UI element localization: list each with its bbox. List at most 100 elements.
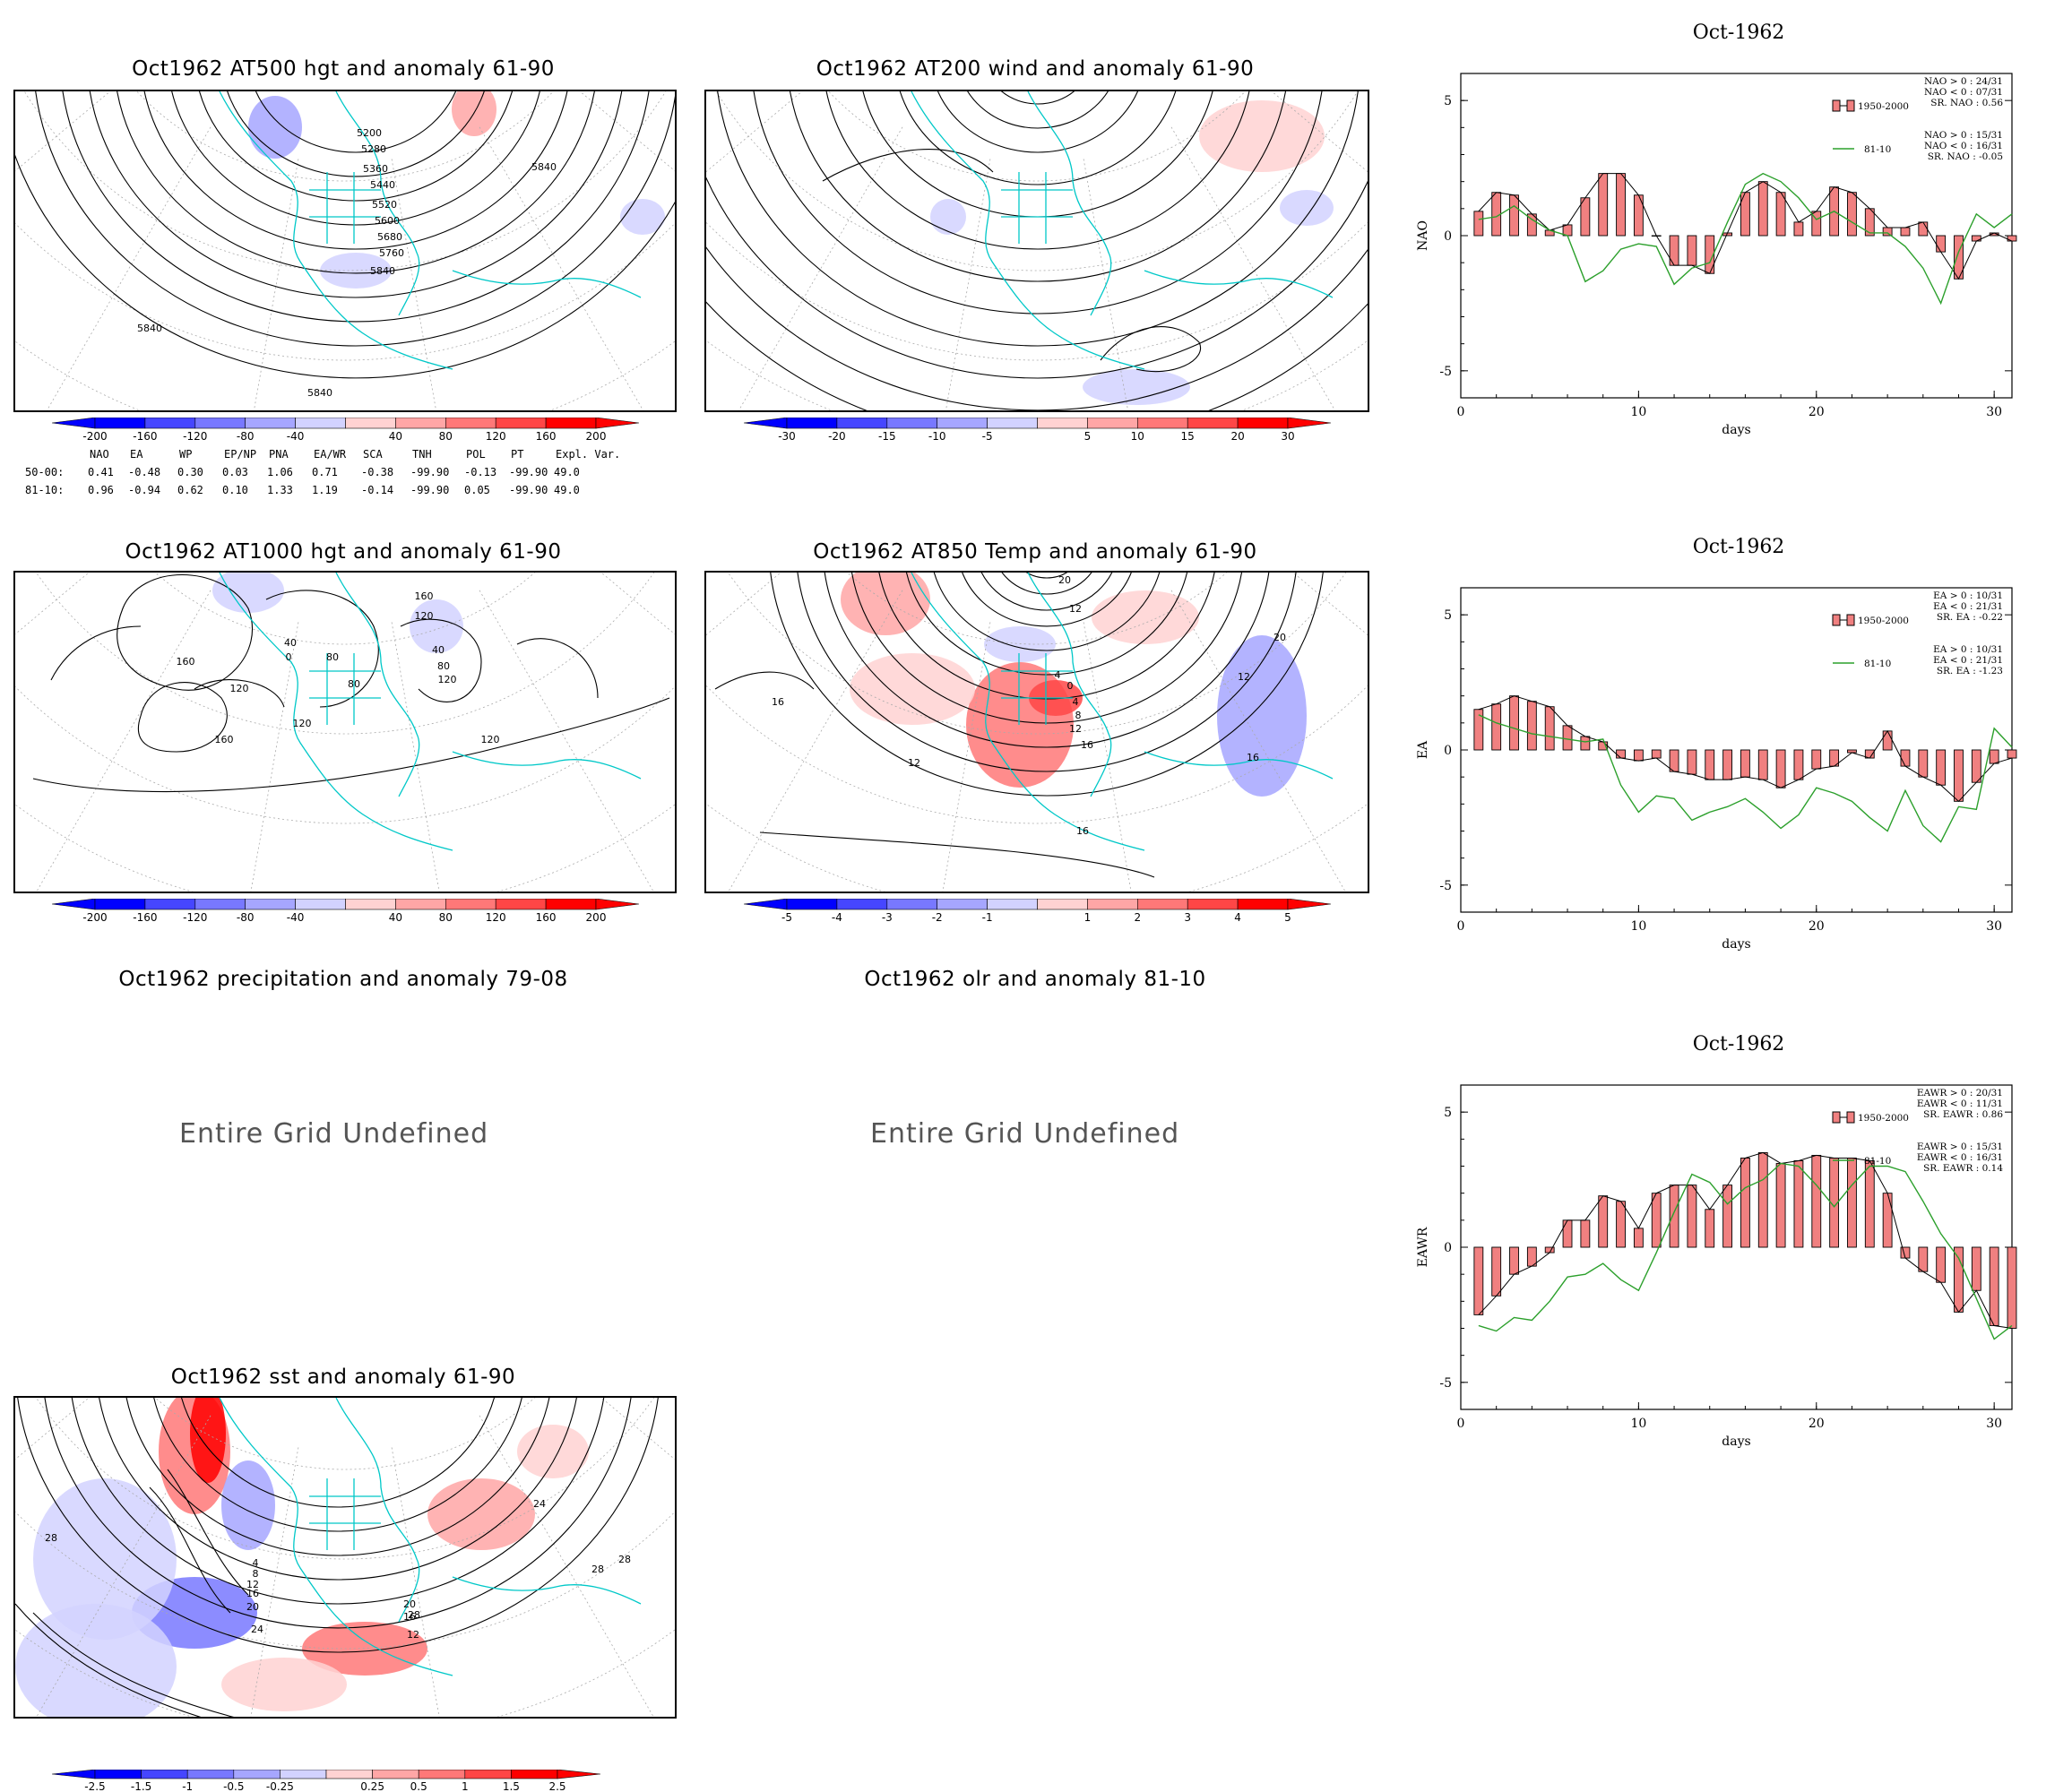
bar (1882, 227, 1893, 237)
y-tick-label: 5 (1444, 1106, 1452, 1120)
stats-cell: 0.96 (88, 484, 114, 496)
stats-cell: 0.10 (222, 484, 248, 496)
contour-line (71, 1398, 605, 1605)
bar (1705, 1209, 1715, 1248)
bar (1757, 1151, 1768, 1248)
latitude-circle (15, 340, 675, 410)
contour-label: 12 (1069, 723, 1082, 735)
colorbar-tick-label: -15 (878, 430, 896, 443)
stats-cell: 1.33 (267, 484, 293, 496)
bar (1775, 192, 1786, 237)
bar (1775, 749, 1786, 788)
y-tick-label: -5 (1439, 1376, 1452, 1391)
coastline (911, 91, 1145, 370)
contour-line (862, 91, 1213, 218)
bar (1509, 1246, 1519, 1275)
map-layer: 160 120 40 80 0 160 120 160 120 120 40 80 120 80 (15, 573, 675, 892)
contour-line (194, 679, 285, 708)
colorbar-tick-label: -40 (287, 911, 305, 924)
legend-bar-swatch (1846, 1111, 1855, 1124)
colorbar-tick-label: -5 (781, 911, 792, 924)
contour-label: 16 (246, 1588, 259, 1599)
bar (1526, 701, 1537, 751)
coastline (1144, 751, 1334, 780)
colorbar-tick-label: 80 (439, 911, 453, 924)
bar (1509, 695, 1519, 751)
contour-label: 40 (284, 637, 297, 649)
colorbar-segment (937, 418, 988, 429)
contour-label: 120 (230, 683, 249, 694)
stats-cell: -99.90 (509, 466, 548, 478)
contour-line (32, 1612, 235, 1717)
colorbar-tick-label: 30 (1281, 430, 1294, 443)
colorbar-segment (245, 418, 296, 429)
colorbar-tick-label: -0.5 (223, 1780, 244, 1791)
coastline (452, 270, 642, 298)
colorbar-segment (94, 418, 146, 429)
stats-cell: 0.71 (312, 466, 338, 478)
colorbar-wind: -30 -20 -15 -10 -5 5 10 15 20 30 (744, 418, 1331, 443)
colorbar-segment (495, 418, 547, 429)
bar (1473, 1246, 1484, 1315)
contour-label: 160 (415, 590, 434, 602)
y-tick-label: 0 (1444, 1241, 1452, 1255)
contour-label: 28 (408, 1609, 420, 1621)
contour-label: 5840 (307, 387, 332, 399)
legend-stat: SR. NAO : -0.05 (1928, 151, 2003, 162)
bar (1918, 221, 1929, 237)
anomaly-shading (850, 653, 975, 725)
meridian-line (945, 159, 991, 410)
contour-label: 0 (286, 651, 292, 663)
stats-cell: 0.05 (464, 484, 490, 496)
colorbar-segment (1187, 418, 1239, 429)
stats-col-header: NAO (90, 448, 109, 461)
meridian-line (1271, 91, 1368, 173)
contour-line (44, 1398, 632, 1629)
meridian-line (738, 126, 903, 410)
y-tick-label: 0 (1444, 229, 1452, 244)
colorbar-tick-label: -120 (183, 430, 207, 443)
stats-row-label: 50-00: (25, 466, 65, 478)
contour-line (117, 574, 254, 691)
legend-stat: EA < 0 : 21/31 (1933, 601, 2003, 612)
legend-line-label: 81-10 (1864, 1156, 1891, 1167)
contour-label: 120 (415, 610, 434, 622)
colorbar-segment (937, 899, 988, 910)
bar (1722, 749, 1732, 780)
contour-line (99, 1398, 577, 1581)
contour-line (825, 91, 1250, 250)
colorbar-tick-label: -0.25 (266, 1780, 294, 1791)
bar (1616, 1201, 1626, 1248)
anomaly-shading (841, 573, 930, 635)
contour-line (149, 1486, 231, 1614)
stats-cell: 0.41 (88, 466, 114, 478)
map-layer: 2824201612842428281216202828 (15, 1398, 675, 1717)
bar (1989, 749, 1999, 764)
meridian-line (479, 126, 644, 410)
meridian-line (15, 573, 90, 635)
colorbar-tick-label: -3 (882, 911, 893, 924)
contour-line (516, 638, 599, 699)
bar (1598, 173, 1609, 237)
bar (1757, 181, 1768, 237)
bar (1847, 1157, 1857, 1248)
contour-label: 28 (45, 1532, 57, 1544)
plot-area: 5 0 -5 0 10 20 30 days NAO (1416, 73, 2017, 437)
contour-label: 4 (1073, 696, 1079, 708)
anomaly-shading (427, 1478, 535, 1550)
colorbar-segment (1237, 418, 1289, 429)
colorbar-arrow-right (1287, 418, 1331, 429)
colorbar-segment (94, 1770, 142, 1779)
colorbar-tick-label: 2 (1134, 911, 1141, 924)
y-tick-label: 5 (1444, 94, 1452, 108)
colorbar-tick-label: 4 (1234, 911, 1241, 924)
colorbar-tick-label: -120 (183, 911, 207, 924)
contour-label: 4 (253, 1557, 259, 1569)
legend-bar-label: 1950-2000 (1858, 101, 1909, 112)
stats-cell: 49.0 (554, 466, 580, 478)
meridian-line (942, 622, 991, 892)
latitude-circle (35, 573, 655, 735)
contour-label: 120 (293, 718, 312, 729)
colorbar-segment (886, 899, 938, 910)
bar (1793, 1160, 1804, 1248)
